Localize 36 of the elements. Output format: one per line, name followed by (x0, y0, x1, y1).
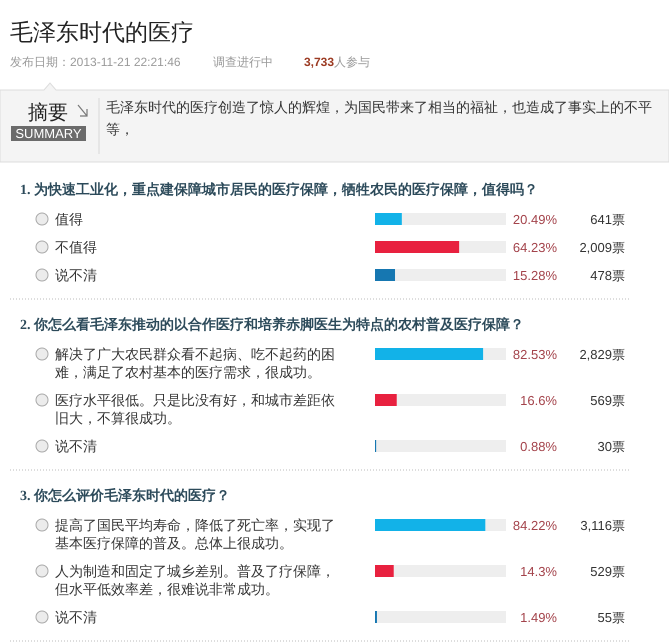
text: 发布日期：2013-11-21 22:21:46 (10, 55, 181, 69)
text: 毛泽东时代的医疗 (10, 19, 194, 45)
text: 569票 (590, 393, 625, 408)
data-label: 16.6% (520, 393, 558, 408)
y-tick-label: 不值得 (55, 239, 97, 255)
data-label: 20.49% (512, 212, 558, 227)
text: 调查进行中 (213, 55, 273, 69)
text: 529票 (590, 564, 625, 579)
text: 478票 (590, 268, 625, 283)
chart-title: 1. 为快速工业化，重点建保障城市居民的医疗保障，牺牲农民的医疗保障，值得吗？ (20, 181, 538, 198)
text: 2,829票 (579, 347, 625, 362)
y-tick-label: 说不清 (55, 267, 97, 283)
y-tick-label: 值得 (55, 211, 83, 227)
y-tick-label: 解决了广大农民群众看不起病、吃不起药的困难，满足了农村基本的医疗需求，很成功。 (54, 346, 335, 380)
data-label: 64.23% (512, 240, 558, 255)
text: 641票 (590, 212, 625, 227)
text: 毛泽东时代的医疗创造了惊人的辉煌，为国民带来了相当的福祉，也造成了事实上的不平等， (106, 99, 652, 137)
data-label: 84.22% (512, 518, 558, 533)
text: 30票 (598, 439, 625, 454)
y-tick-label: 说不清 (55, 609, 97, 625)
data-label: 15.28% (512, 268, 558, 283)
text: 摘要 (28, 102, 68, 124)
y-tick-label: 医疗水平很低。只是比没有好，和城市差距依旧大，不算很成功。 (55, 392, 335, 426)
text: 2,009票 (579, 240, 625, 255)
y-tick-label: 说不清 (55, 438, 97, 454)
text: 55票 (598, 610, 625, 625)
text: 3. 你怎么评价毛泽东时代的医疗？ (20, 487, 230, 504)
y-tick-label: 提高了国民平均寿命，降低了死亡率，实现了基本医疗保障的普及。总体上很成功。 (55, 517, 335, 551)
data-label: 1.49% (520, 610, 558, 625)
chart-title: 2. 你怎么看毛泽东推动的以合作医疗和培养赤脚医生为特点的农村普及医疗保障？ (20, 316, 524, 333)
text: 3,733人参与 (304, 55, 370, 69)
data-label: 0.88% (520, 439, 558, 454)
y-tick-label: 人为制造和固定了城乡差别。普及了疗保障，但水平低效率差，很难说非常成功。 (55, 563, 335, 597)
data-label: 82.53% (512, 347, 558, 362)
text: 3,116票 (580, 518, 625, 533)
data-label: 14.3% (520, 564, 558, 579)
